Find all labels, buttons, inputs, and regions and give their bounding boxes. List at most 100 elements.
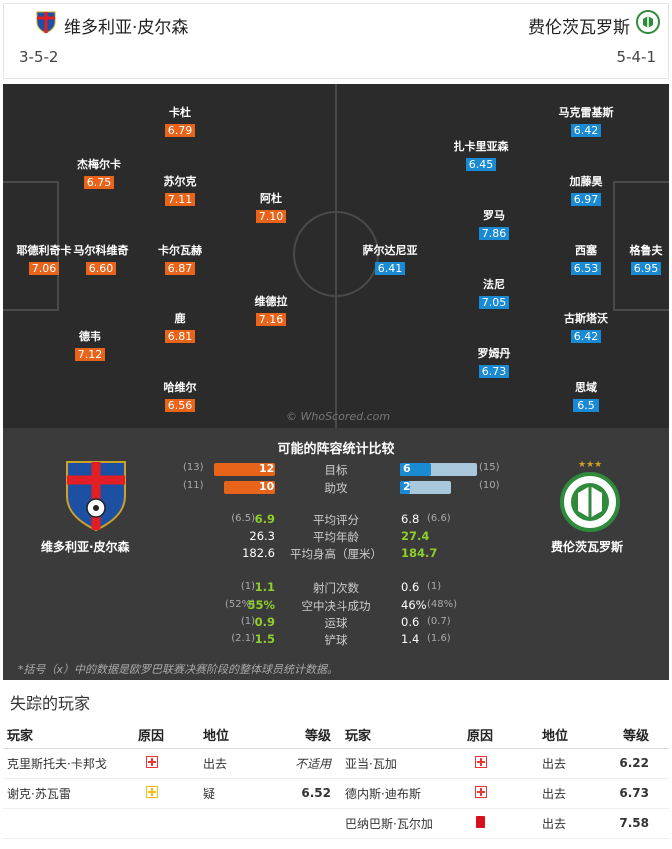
home-reason-header[interactable]: 原因 (138, 722, 203, 749)
away-reason-header[interactable]: 原因 (467, 722, 542, 749)
missing-away-rating: 6.22 (614, 748, 669, 779)
missing-players-title: 失踪的玩家 (10, 694, 91, 713)
stat-row: (1) 0.9 运球 0.6 (0.7) (3, 615, 669, 631)
stat-away-prev: (1.6) (427, 633, 451, 644)
stat-home-prev: (52%) (224, 599, 255, 610)
stat-away-value: 0.6 (401, 580, 420, 594)
home-formation: 3-5-2 (19, 48, 59, 66)
missing-home-rating: 不适用 (283, 748, 339, 779)
stat-home-prev: (1) (240, 581, 255, 592)
injury-icon (146, 755, 158, 768)
injury-icon (475, 755, 487, 768)
stat-away-value: 6.8 (401, 512, 420, 526)
home-player-10[interactable]: 阿杜 7.10 (226, 190, 316, 223)
comparison-away-team: 费伦茨瓦罗斯 (551, 540, 624, 554)
away-player-5[interactable]: 罗姆丹 6.73 (477, 347, 511, 378)
home-player-4[interactable]: 德韦 7.12 (45, 328, 135, 361)
assists-home-prev: (11) (183, 480, 204, 491)
missing-players-table: 玩家 原因 地位 等级 玩家 原因 地位 等级 克里斯托夫·卡邦戈 出去 不适用… (3, 722, 669, 839)
stat-away-prev: (48%) (427, 599, 458, 610)
stat-row: (52%) 55% 空中决斗成功 46% (48%) (3, 598, 669, 614)
stat-home-value: 0.9 (254, 615, 275, 629)
assists-home-value: 10 (259, 480, 275, 493)
away-team-name[interactable]: 费伦茨瓦罗斯 (528, 18, 630, 38)
home-player-11[interactable]: 维德拉 7.16 (254, 295, 288, 326)
stat-label: 平均评分 (313, 513, 359, 527)
missing-away-rating: 7.58 (614, 808, 669, 839)
away-player-9[interactable]: 古斯塔沃 6.42 (564, 312, 608, 343)
viktoria-plzen-crest-icon (36, 11, 56, 34)
stat-home-value: 1.1 (254, 580, 275, 594)
stat-label: 平均年龄 (313, 530, 359, 544)
away-player-3[interactable]: 罗马 7.86 (449, 207, 539, 240)
ferencvaros-logo-icon: ★★★ (560, 460, 620, 532)
goals-row: (13) 12 目标 6 (15) (3, 462, 669, 478)
red-card-icon (476, 815, 485, 828)
assists-away-bar (400, 481, 451, 494)
home-player-2[interactable]: 杰梅尔卡 6.75 (77, 158, 121, 189)
goals-home-prev: (13) (183, 462, 204, 473)
stat-label: 运球 (324, 616, 348, 630)
home-team-name[interactable]: 维多利亚·皮尔森 (64, 18, 189, 38)
stat-home-value: 6.9 (254, 512, 275, 526)
doubt-icon (146, 785, 158, 798)
home-status-header[interactable]: 地位 (203, 722, 283, 749)
stat-home-value: 1.5 (254, 632, 275, 646)
home-player-8[interactable]: 鹿 6.81 (135, 310, 225, 343)
home-player-3[interactable]: 马尔科维奇 6.60 (73, 244, 129, 275)
missing-home-player[interactable]: 克里斯托夫·卡邦戈 (3, 748, 138, 779)
assists-row: (11) 10 助攻 2 (10) (3, 480, 669, 496)
away-rating-header[interactable]: 等级 (614, 722, 669, 749)
home-player-7[interactable]: 卡尔瓦赫 6.87 (158, 244, 202, 275)
home-player-6[interactable]: 苏尔克 7.11 (163, 175, 197, 206)
home-rating-header[interactable]: 等级 (283, 722, 339, 749)
stat-away-value: 0.6 (401, 615, 420, 629)
missing-away-player[interactable]: 巴纳巴斯·瓦尔加 (339, 808, 467, 839)
stat-away-value: 46% (401, 598, 427, 612)
home-player-1[interactable]: 耶德利奇卡 7.06 (16, 244, 72, 275)
table-row: 克里斯托夫·卡邦戈 出去 不适用 亚当·瓦加 出去 6.22 (3, 748, 669, 779)
missing-home-player[interactable]: 谢克·苏瓦雷 (3, 778, 138, 809)
comparison-footnote: *括号（x）中的数据是欧罗巴联赛决赛阶段的整体球员统计数据。 (18, 663, 339, 676)
away-player-6[interactable]: 马克雷基斯 6.42 (558, 106, 614, 137)
match-header: 维多利亚·皮尔森 3-5-2 费伦茨瓦罗斯 5-4-1 (3, 3, 669, 79)
goals-away-value: 6 (403, 462, 411, 475)
home-penalty-box (3, 181, 59, 311)
away-status-header[interactable]: 地位 (542, 722, 614, 749)
stat-row: (6.5) 6.9 平均评分 6.8 (6.6) (3, 512, 669, 528)
away-player-2[interactable]: 扎卡里亚森 6.45 (453, 140, 509, 171)
assists-away-prev: (10) (479, 480, 500, 491)
lineup-comparison-panel: 可能的阵容统计比较 维多利亚·皮尔森 ★★★ 费伦茨瓦罗斯 (13) 12 目标… (3, 428, 669, 680)
missing-away-status: 出去 (542, 808, 614, 839)
missing-away-rating: 6.73 (614, 778, 669, 809)
missing-away-status: 出去 (542, 748, 614, 779)
home-player-header[interactable]: 玩家 (3, 722, 138, 749)
away-player-4[interactable]: 法尼 7.05 (449, 276, 539, 309)
home-player-9[interactable]: 哈维尔 6.56 (163, 381, 197, 412)
away-penalty-box (613, 181, 669, 311)
stat-label: 射门次数 (313, 581, 359, 595)
home-player-5[interactable]: 卡杜 6.79 (135, 104, 225, 137)
stat-row: (1) 1.1 射门次数 0.6 (1) (3, 580, 669, 596)
stat-label: 平均身高（厘米） (290, 547, 382, 561)
missing-away-player[interactable]: 亚当·瓦加 (339, 748, 467, 779)
injury-icon (475, 785, 487, 798)
stat-home-value: 182.6 (242, 546, 275, 560)
away-player-1[interactable]: 萨尔达尼亚 6.41 (362, 244, 418, 275)
away-player-header[interactable]: 玩家 (339, 722, 467, 749)
away-value-bar-segment (400, 481, 411, 494)
missing-away-player[interactable]: 德内斯·迪布斯 (339, 778, 467, 809)
away-player-8[interactable]: 西塞 6.53 (541, 242, 631, 275)
missing-home-status: 疑 (203, 778, 283, 809)
missing-away-status: 出去 (542, 778, 614, 809)
assists-home-bar (224, 481, 275, 494)
missing-home-rating: 6.52 (283, 778, 339, 809)
stat-away-value: 184.7 (401, 546, 438, 560)
away-player-11[interactable]: 格鲁夫 6.95 (629, 244, 663, 275)
formation-pitch: 耶德利奇卡 7.06 杰梅尔卡 6.75 马尔科维奇 6.60 德韦 7.12 卡杜 6.… (3, 84, 669, 428)
stat-label: 铲球 (324, 633, 348, 647)
stat-row: (2.1) 1.5 铲球 1.4 (1.6) (3, 632, 669, 648)
away-player-7[interactable]: 加藤昊 6.97 (569, 175, 603, 206)
viktoria-plzen-logo-icon (66, 461, 126, 532)
away-player-10[interactable]: 思域 6.5 (573, 381, 599, 412)
